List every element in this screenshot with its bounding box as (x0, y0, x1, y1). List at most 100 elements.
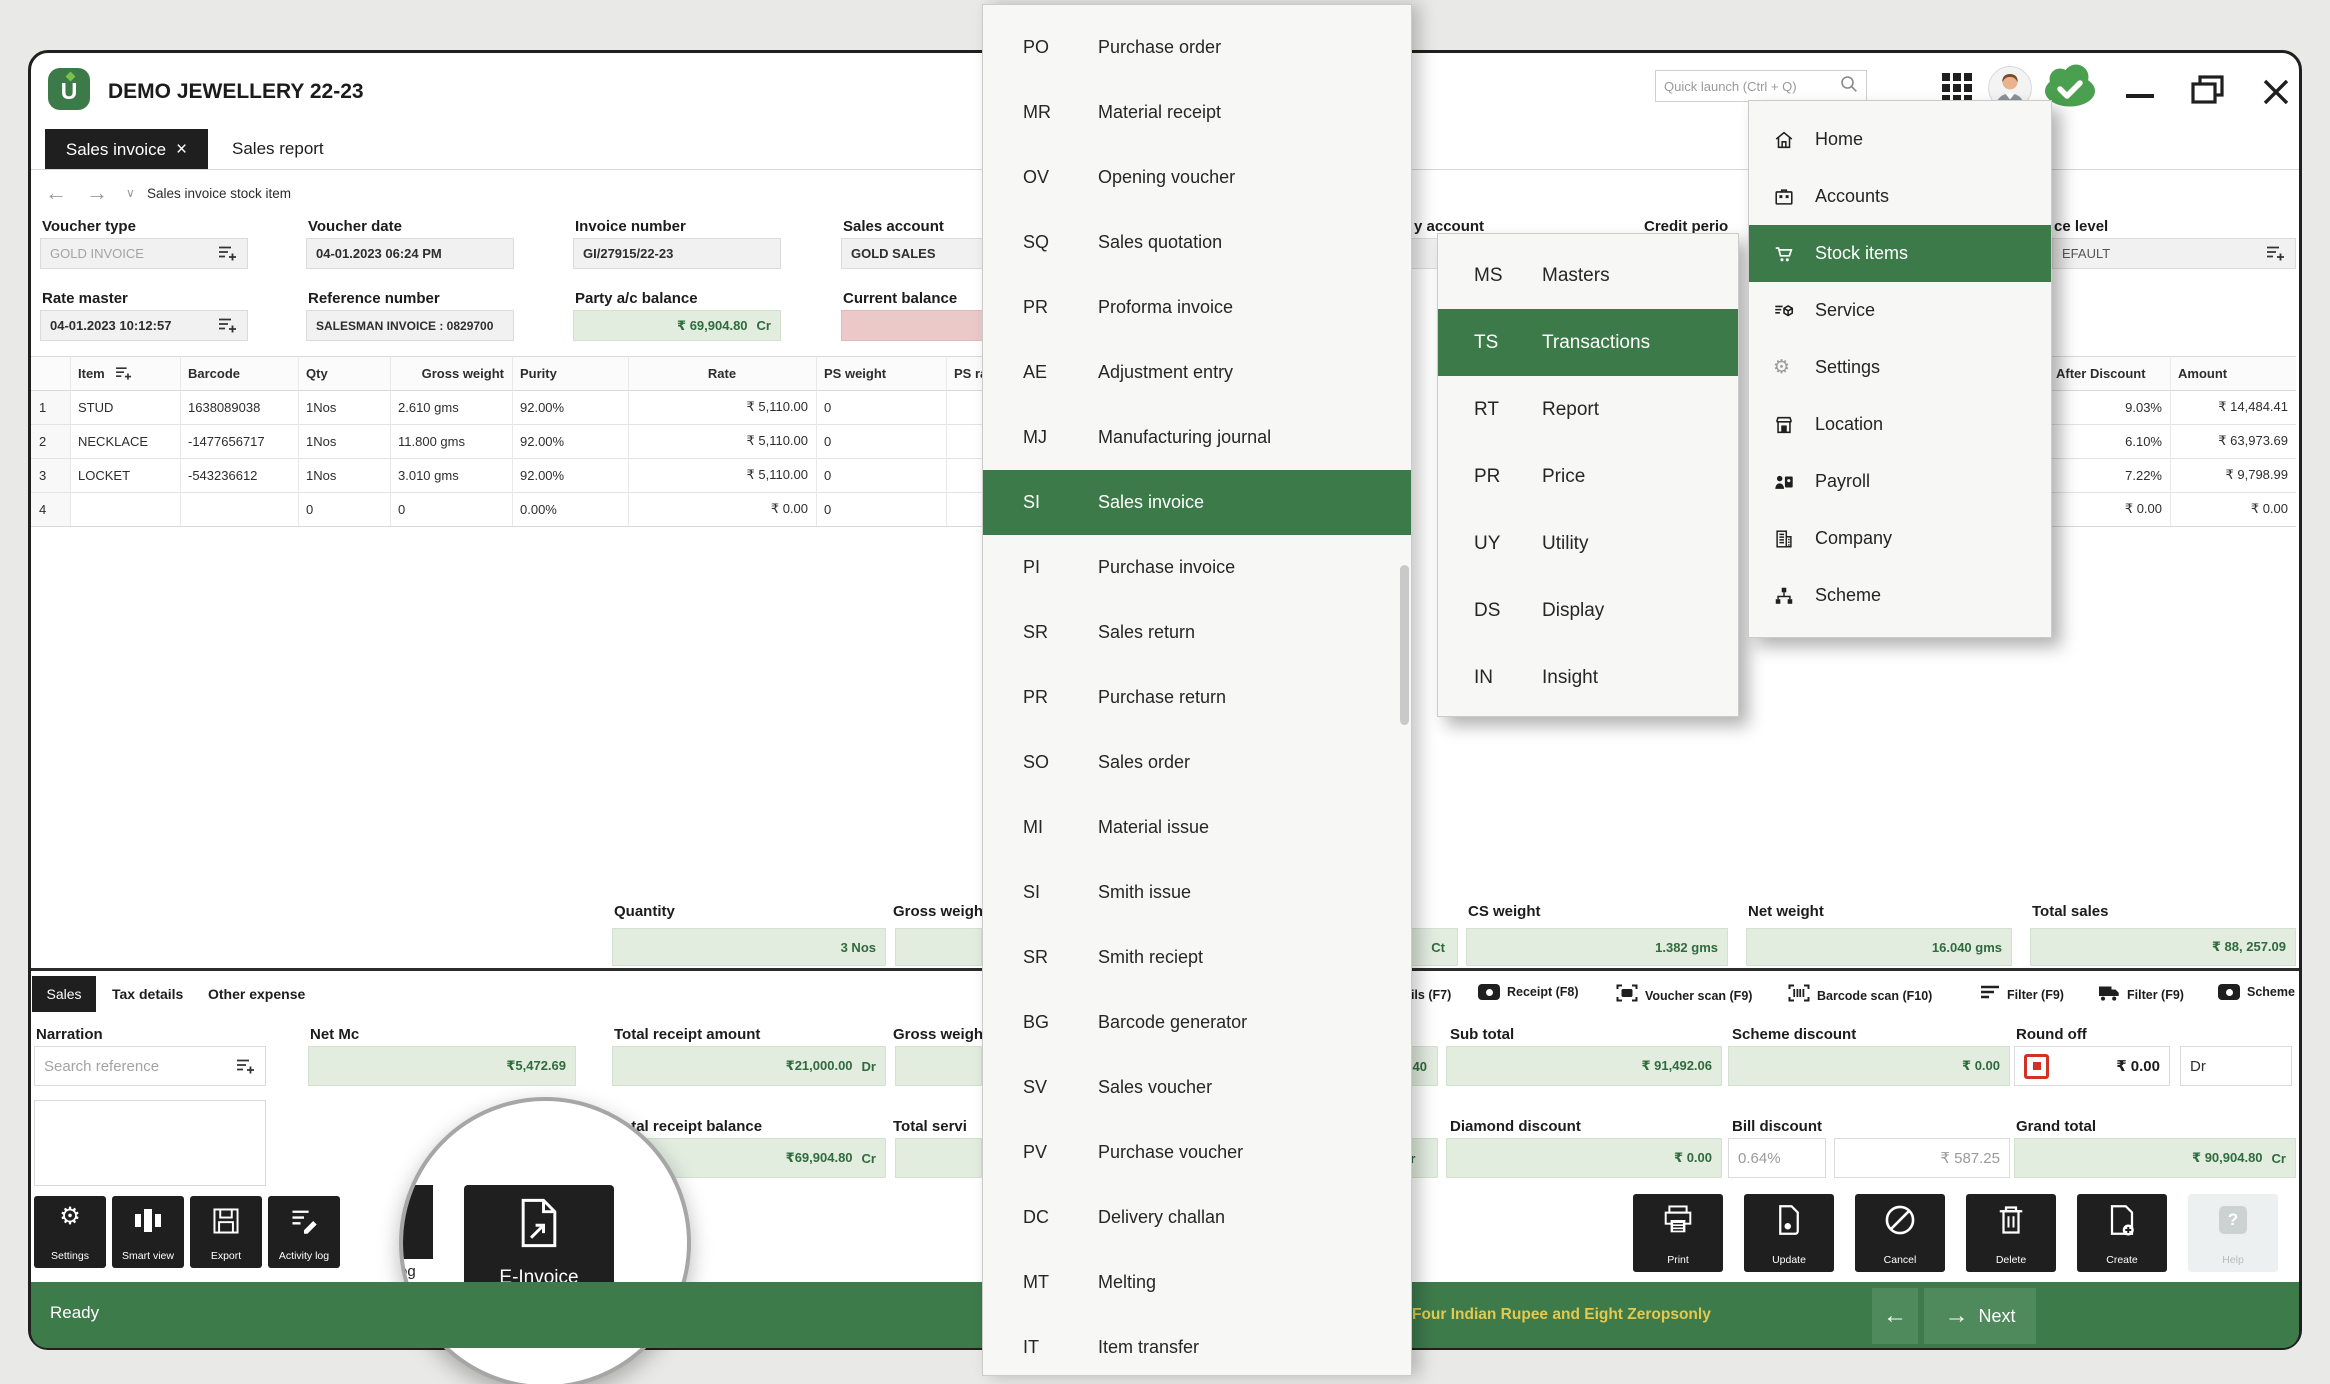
narration-input[interactable]: Search reference (34, 1046, 266, 1086)
nav-item-home[interactable]: Home (1749, 111, 2051, 168)
voucher-type-field[interactable]: GOLD INVOICE (40, 238, 248, 269)
reference-number-field[interactable]: SALESMAN INVOICE : 0829700 (306, 310, 514, 341)
quick-launch-input[interactable]: Quick launch (Ctrl + Q) (1655, 70, 1867, 102)
settings-button[interactable]: ⚙ Settings (34, 1196, 106, 1268)
menu-item-report[interactable]: RT Report (1474, 398, 1600, 420)
smart-view-button[interactable]: Smart view (112, 1196, 184, 1268)
list-add-icon[interactable] (218, 245, 238, 262)
menu-item-display[interactable]: DS Display (1474, 599, 1605, 621)
minimize-button[interactable] (2126, 94, 2154, 98)
nav-item-service[interactable]: Service (1749, 282, 2051, 339)
cell-amount[interactable]: ₹ 14,484.41 (2218, 399, 2288, 414)
print-button[interactable]: Print (1633, 1194, 1723, 1272)
cell-after-discount[interactable]: ₹ 0.00 (2124, 501, 2162, 516)
sort-list-icon[interactable] (115, 366, 133, 381)
nav-item-company[interactable]: Company (1749, 510, 2051, 567)
menu-item-material-issue[interactable]: MI Material issue (1023, 817, 1210, 837)
nav-forward-icon[interactable]: → (86, 180, 108, 205)
cell-after-discount[interactable]: 6.10% (2125, 433, 2162, 449)
cell-rate[interactable]: ₹ 0.00 (770, 501, 808, 516)
close-button[interactable] (2260, 76, 2292, 113)
scheme-button[interactable]: Scheme (2218, 984, 2295, 1000)
cell-gross[interactable]: 0 (398, 501, 406, 517)
nav-item-accounts[interactable]: Accounts (1749, 168, 2051, 225)
tab-tax-details[interactable]: Tax details (112, 986, 184, 1002)
cell-qty[interactable]: 1Nos (306, 399, 337, 415)
invoice-number-field[interactable]: GI/27915/22-23 (573, 238, 781, 269)
details-f7-fragment[interactable]: ails (F7) (1404, 988, 1452, 1002)
tab-close-icon[interactable]: × (176, 138, 188, 160)
menu-item-purchase-voucher[interactable]: PV Purchase voucher (1023, 1142, 1244, 1162)
menu-item-material-receipt[interactable]: MR Material receipt (1023, 102, 1222, 122)
activity-log-button[interactable]: Activity log (268, 1196, 340, 1268)
round-off-stop-icon[interactable] (2024, 1053, 2049, 1079)
tab-sales-report[interactable]: Sales report (232, 139, 324, 158)
menu-item-utility[interactable]: UY Utility (1474, 532, 1589, 554)
bill-discount-pct-field[interactable]: 0.64% (1728, 1138, 1826, 1178)
filter-f9-button[interactable]: Filter (F9) (1980, 984, 2064, 1005)
tab-other-expense[interactable]: Other expense (208, 986, 306, 1002)
cell-gross[interactable]: 3.010 gms (398, 467, 459, 483)
cell-ps-weight[interactable]: 0 (824, 399, 832, 415)
menu-item-adjustment-entry[interactable]: AE Adjustment entry (1023, 362, 1234, 382)
menu-item-item-transfer[interactable]: IT Item transfer (1023, 1337, 1200, 1357)
cell-after-discount[interactable]: 9.03% (2125, 399, 2162, 415)
nav-item-settings[interactable]: ⚙ Settings (1749, 339, 2051, 396)
cell-qty[interactable]: 1Nos (306, 467, 337, 483)
export-button[interactable]: Export (190, 1196, 262, 1268)
cell-barcode[interactable]: -543236612 (188, 467, 258, 483)
nav-back-icon[interactable]: ← (45, 180, 67, 205)
menu-item-sales-quotation[interactable]: SQ Sales quotation (1023, 232, 1223, 252)
cell-item[interactable] (70, 492, 180, 526)
breadcrumb-chevron-icon[interactable]: ∨ (126, 186, 135, 200)
receipt-f8-button[interactable]: Receipt (F8) (1478, 984, 1579, 1000)
nav-item-location[interactable]: Location (1749, 396, 2051, 453)
restore-button[interactable] (2190, 74, 2226, 111)
menu-item-purchase-order[interactable]: PO Purchase order (1023, 37, 1222, 57)
menu-item-masters[interactable]: MS Masters (1474, 264, 1610, 286)
cell-gross[interactable]: 11.800 gms (398, 433, 465, 449)
cell-purity[interactable]: 92.00% (520, 433, 565, 449)
cell-amount[interactable]: ₹ 0.00 (2250, 501, 2288, 516)
menu-item-manufacturing-journal[interactable]: MJ Manufacturing journal (1023, 427, 1272, 447)
cell-after-discount[interactable]: 7.22% (2125, 467, 2162, 483)
barcode-scan-f10-button[interactable]: Barcode scan (F10) (1788, 984, 1932, 1007)
list-add-icon[interactable] (2266, 245, 2286, 262)
round-off-drcr-field[interactable]: Dr (2180, 1046, 2292, 1086)
menu-item-price[interactable]: PR Price (1474, 465, 1586, 487)
menu-item-purchase-return[interactable]: PR Purchase return (1023, 687, 1227, 707)
cell-amount[interactable]: ₹ 9,798.99 (2225, 467, 2289, 482)
cell-qty[interactable]: 1Nos (306, 433, 337, 449)
cancel-button[interactable]: Cancel (1855, 1194, 1945, 1272)
nav-item-stock-items-selected[interactable]: Stock items (1749, 225, 2051, 282)
cell-ps-weight[interactable]: 0 (824, 433, 832, 449)
prev-button[interactable]: ← (1872, 1288, 1918, 1344)
create-button[interactable]: Create (2077, 1194, 2167, 1272)
next-button[interactable]: → Next (1924, 1288, 2036, 1344)
cell-rate[interactable]: ₹ 5,110.00 (746, 433, 808, 448)
sync-cloud-icon[interactable] (2042, 62, 2098, 115)
update-button[interactable]: Update (1744, 1194, 1834, 1272)
menu-item-transactions-selected[interactable]: TS Transactions (1438, 309, 1738, 376)
tab-sales-invoice[interactable]: Sales invoice × (45, 129, 208, 170)
menu-item-proforma-invoice[interactable]: PR Proforma invoice (1023, 297, 1234, 317)
voucher-scan-f9-button[interactable]: Voucher scan (F9) (1616, 984, 1752, 1007)
menu-item-sales-return[interactable]: SR Sales return (1023, 622, 1196, 642)
cell-item[interactable]: NECKLACE (78, 433, 149, 449)
delivery-filter-f9-button[interactable]: Filter (F9) (2098, 984, 2184, 1006)
cell-purity[interactable]: 92.00% (520, 467, 565, 483)
bill-discount-amount-field[interactable]: ₹ 587.25 (1834, 1138, 2010, 1178)
menu-item-opening-voucher[interactable]: OV Opening voucher (1023, 167, 1236, 187)
menu-item-smith-reciept[interactable]: SR Smith reciept (1023, 947, 1204, 967)
cell-ps-weight[interactable]: 0 (824, 501, 832, 517)
cell-barcode[interactable] (180, 492, 298, 526)
menu-item-sales-voucher[interactable]: SV Sales voucher (1023, 1077, 1213, 1097)
tab-sales[interactable]: Sales (32, 976, 96, 1012)
menu-item-melting[interactable]: MT Melting (1023, 1272, 1157, 1292)
menu-item-insight[interactable]: IN Insight (1474, 666, 1598, 688)
cell-rate[interactable]: ₹ 5,110.00 (746, 467, 808, 482)
menu-item-delivery-challan[interactable]: DC Delivery challan (1023, 1207, 1226, 1227)
cell-barcode[interactable]: -1477656717 (188, 433, 265, 449)
cell-barcode[interactable]: 1638089038 (188, 399, 261, 415)
list-add-icon[interactable] (218, 317, 238, 334)
